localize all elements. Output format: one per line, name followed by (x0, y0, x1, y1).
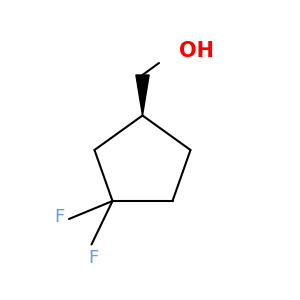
Text: F: F (88, 249, 98, 267)
Text: OH: OH (178, 41, 214, 61)
Polygon shape (136, 75, 149, 116)
Text: F: F (54, 208, 64, 226)
